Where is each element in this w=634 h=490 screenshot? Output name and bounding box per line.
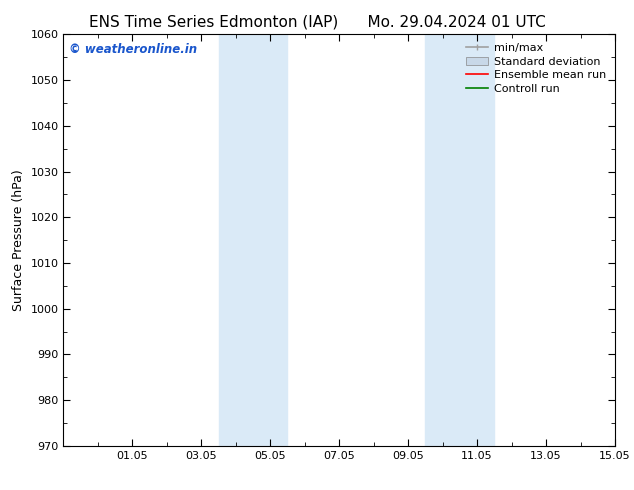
Bar [219,34,287,446]
Bar [425,34,495,446]
Y-axis label: Surface Pressure (hPa): Surface Pressure (hPa) [12,169,25,311]
Text: ENS Time Series Edmonton (IAP)      Mo. 29.04.2024 01 UTC: ENS Time Series Edmonton (IAP) Mo. 29.04… [89,15,545,30]
Legend: min/max, Standard deviation, Ensemble mean run, Controll run: min/max, Standard deviation, Ensemble me… [463,40,609,97]
Text: © weatheronline.in: © weatheronline.in [69,43,197,55]
